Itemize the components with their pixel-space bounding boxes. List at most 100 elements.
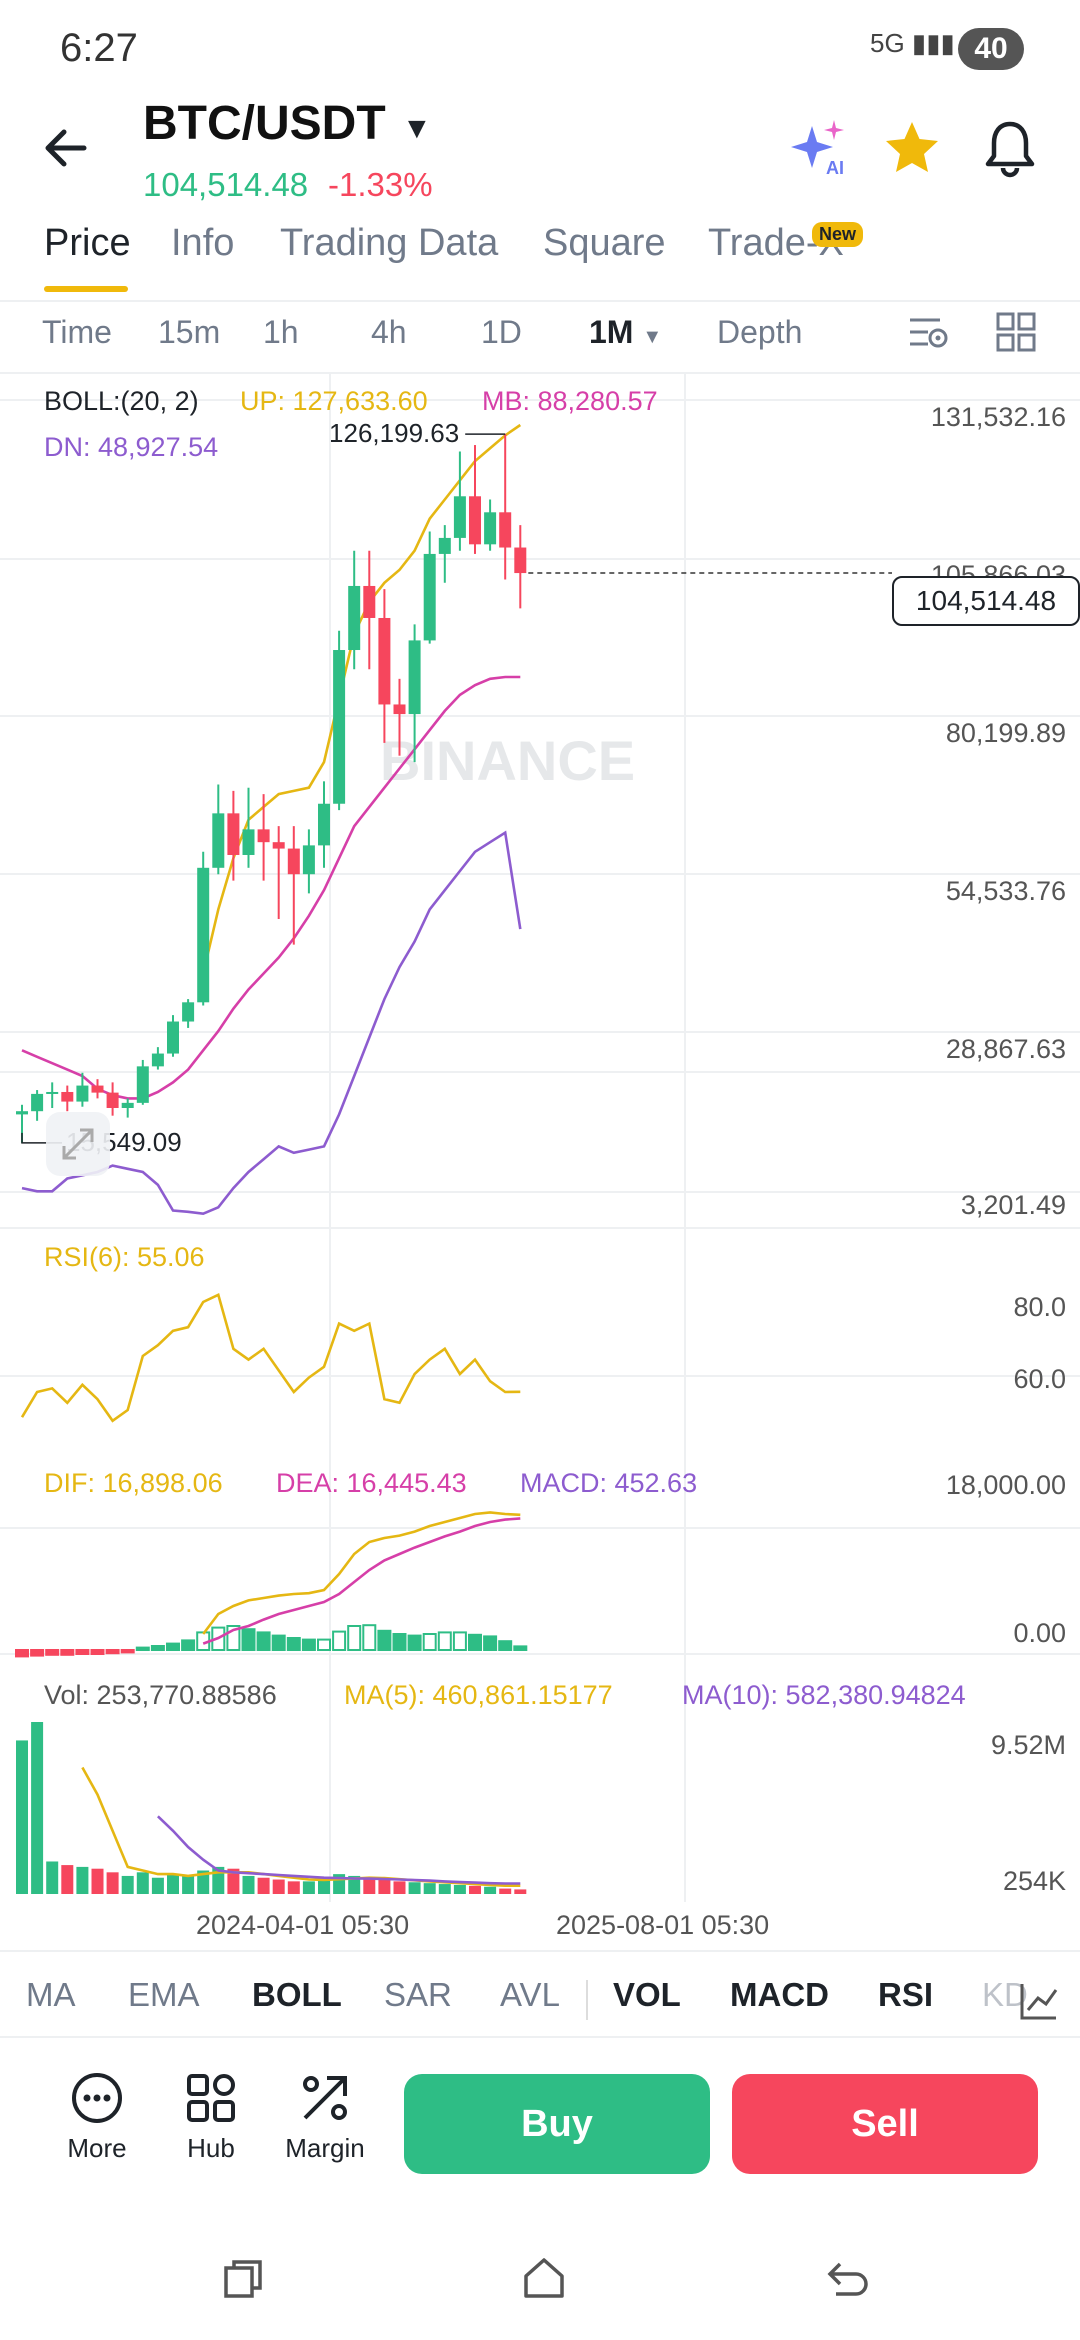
candle-down [227, 790, 240, 881]
volume-bar [514, 1889, 527, 1894]
candle-up [197, 851, 210, 1006]
indicator-settings-icon[interactable] [1018, 1980, 1060, 2027]
buy-button[interactable]: Buy [404, 2074, 710, 2174]
interval-1m-label: 1M [589, 314, 634, 350]
expand-chart-icon[interactable] [46, 1112, 110, 1176]
indicator-boll[interactable]: BOLL [252, 1976, 342, 2013]
interval-1d[interactable]: 1D [481, 314, 522, 350]
interval-1m[interactable]: 1M ▼ [589, 314, 662, 351]
macd-histogram-bar [362, 1624, 377, 1651]
indicator-bar: MA EMA BOLL SAR AVL VOL MACD RSI KD [0, 1958, 1080, 2038]
macd-dif-label: DIF: 16,898.06 [44, 1468, 223, 1498]
indicator-ma[interactable]: MA [26, 1976, 76, 2013]
candle-body [438, 537, 451, 554]
candle-up [136, 1059, 149, 1105]
candle-down [469, 445, 481, 554]
tab-price[interactable]: Price [44, 222, 131, 264]
macd-histogram-bar [332, 1630, 347, 1651]
bell-icon[interactable] [978, 116, 1042, 180]
ai-sparkle-icon[interactable]: AI [786, 116, 850, 180]
candle-down [61, 1085, 74, 1112]
macd-histogram-bar [105, 1649, 120, 1655]
grid-layout-icon[interactable] [994, 310, 1038, 359]
vol-axis-label: 9.52M [990, 1730, 1066, 1760]
candle-body [484, 512, 497, 545]
candle-up [453, 451, 466, 551]
macd-histogram-bar [120, 1649, 135, 1654]
candle-up [318, 781, 330, 868]
hub-label: Hub [187, 2133, 235, 2163]
candle-down [272, 826, 285, 920]
home-icon[interactable] [522, 2256, 566, 2305]
indicator-ema[interactable]: EMA [128, 1976, 200, 2013]
boll-dn-label: DN: 48,927.54 [44, 432, 219, 462]
candle-down [499, 434, 512, 580]
indicator-avl[interactable]: AVL [500, 1976, 560, 2013]
candle-body [348, 585, 361, 651]
interval-4h[interactable]: 4h [371, 314, 407, 350]
chart-settings-icon[interactable] [906, 310, 950, 359]
back-nav-icon[interactable] [826, 2258, 870, 2307]
recent-apps-icon[interactable] [222, 2258, 266, 2307]
candle-body [499, 512, 512, 548]
tab-square[interactable]: Square [543, 222, 666, 264]
interval-depth[interactable]: Depth [717, 314, 803, 350]
macd-histogram-bar [422, 1633, 437, 1651]
star-icon[interactable] [880, 116, 944, 180]
candle-body [31, 1093, 44, 1112]
vol-axis-label: 254K [1002, 1866, 1066, 1896]
arrow-left-icon [45, 129, 87, 167]
volume-bar [242, 1875, 255, 1894]
volume-bar [287, 1881, 300, 1894]
chevron-down-icon[interactable]: ▼ [402, 112, 432, 145]
sell-button[interactable]: Sell [732, 2074, 1038, 2174]
indicator-macd[interactable]: MACD [730, 1976, 829, 2013]
candle-body [242, 829, 255, 855]
pair-title[interactable]: BTC/USDT [143, 97, 386, 150]
candle-body [408, 640, 421, 715]
macd-histogram-bar [347, 1625, 362, 1651]
hub-button[interactable]: Hub [156, 2070, 266, 2164]
candle-up [167, 1015, 179, 1057]
tab-trading-data[interactable]: Trading Data [280, 222, 499, 264]
indicator-kd[interactable]: KD [982, 1976, 1028, 2013]
hub-icon [187, 2074, 235, 2122]
macd-histogram-bar [407, 1634, 422, 1651]
macd-histogram-bar [301, 1638, 316, 1651]
indicator-divider-top [0, 1950, 1080, 1952]
price-axis-label: 54,533.76 [945, 876, 1066, 906]
macd-histogram-bar [15, 1649, 29, 1658]
macd-histogram-bar [45, 1649, 60, 1656]
indicator-rsi[interactable]: RSI [878, 1976, 934, 2013]
boll-up-label: UP: 127,633.60 [240, 386, 428, 416]
candle-up [182, 999, 195, 1028]
interval-time[interactable]: Time [42, 314, 112, 350]
volume-bar [348, 1875, 361, 1894]
candle-body [61, 1091, 74, 1102]
candle-up [423, 531, 436, 644]
indicator-vol[interactable]: VOL [613, 1976, 681, 2013]
signal-icon: ▮▮▮ [911, 28, 955, 58]
back-button[interactable] [40, 118, 100, 178]
candle-body [333, 650, 346, 804]
candle-body [197, 867, 210, 1003]
indicator-sar[interactable]: SAR [384, 1976, 452, 2013]
macd-histogram-bar [60, 1649, 75, 1656]
macd-histogram-bar [317, 1638, 331, 1651]
candle-up [31, 1090, 44, 1121]
interval-1h[interactable]: 1h [263, 314, 299, 350]
interval-15m[interactable]: 15m [158, 314, 221, 350]
volume-bar [151, 1877, 164, 1894]
battery-icon: 40 [958, 28, 1024, 70]
tab-info[interactable]: Info [171, 222, 235, 264]
volume-bar [16, 1740, 28, 1894]
high-price-label: 126,199.63 [329, 418, 459, 448]
macd-value-label: MACD: 452.63 [520, 1468, 698, 1498]
macd-dif-line [202, 1511, 521, 1635]
rsi-axis-label: 80.0 [1013, 1292, 1066, 1322]
macd-histogram-bar [468, 1633, 482, 1652]
candle-up [438, 525, 451, 583]
margin-button[interactable]: Margin [270, 2070, 380, 2164]
more-button[interactable]: More [42, 2070, 152, 2164]
volume-bar [393, 1881, 406, 1894]
